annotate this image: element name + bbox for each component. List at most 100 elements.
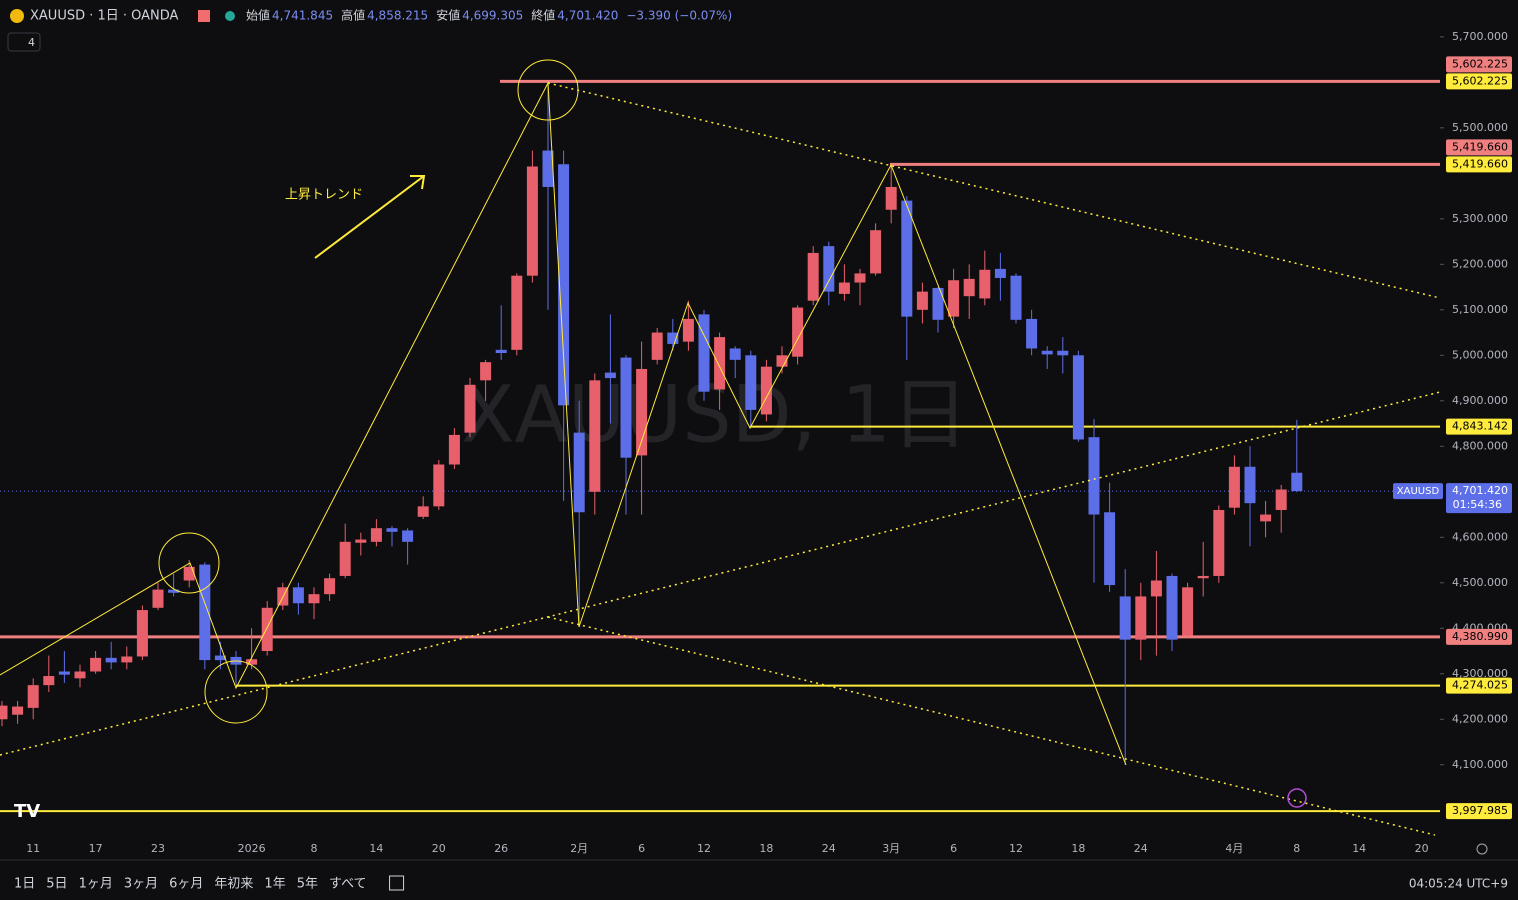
price-tag-label: 5,419.660 [1452,157,1508,170]
candle-body [870,230,882,274]
y-tick-label: 4,800.000 [1452,439,1508,452]
candle-body [433,464,445,507]
candle-body [261,607,273,652]
y-tick-label: 4,500.000 [1452,576,1508,589]
candle-body [1197,575,1209,579]
x-tick-label: 11 [26,842,40,855]
candle-body [776,355,788,367]
candle-body [760,366,772,415]
y-tick-label: 5,000.000 [1452,348,1508,361]
x-tick-label: 2026 [238,842,266,855]
candle-body [417,506,429,517]
candle-body [682,318,694,342]
y-tick-label: 5,200.000 [1452,257,1508,270]
ohlc-label: 始値 [246,8,270,23]
candle-body [916,291,928,310]
candle-body [1228,466,1240,508]
candle-body [480,362,492,381]
range-button[interactable]: 5日 [46,877,67,892]
header: XAUUSD · 1日 · OANDA 4 始値 4,741.845 高値 4,858… [7,8,732,52]
x-tick-label: 24 [822,842,836,855]
candle-body [308,594,320,604]
candle-body [12,706,24,715]
candle-body [1275,489,1287,510]
candle-body [402,530,414,542]
y-tick-label: 4,900.000 [1452,394,1508,407]
arrow-head [410,175,426,190]
candle-body [604,372,616,379]
range-button[interactable]: 1ヶ月 [79,877,113,892]
compare-icon[interactable] [389,875,405,891]
ohlc-value: 4,858.215 [367,9,428,23]
candle-body [526,166,538,276]
arrow [314,175,425,259]
candle-body [464,384,476,433]
candle-body [807,252,819,301]
x-tick-label: 3月 [882,842,900,855]
candle-body [74,671,86,679]
candle-body [620,357,632,458]
ohlc-value: 4,701.420 [557,9,618,23]
plot [0,79,1440,813]
range-button[interactable]: 1年 [264,877,285,892]
candle-body [136,610,148,657]
candle-body [0,705,8,720]
indicators-toggle[interactable] [7,32,41,52]
candle-body [292,587,304,604]
range-button[interactable]: すべて [329,877,367,892]
range-button[interactable]: 6ヶ月 [169,877,203,892]
circle [158,532,220,594]
range-button[interactable]: 年初来 [214,877,253,892]
range-button[interactable]: 5年 [297,877,318,892]
y-tick-label: 5,300.000 [1452,212,1508,225]
candle-body [901,200,913,317]
x-tick-label: 14 [1352,842,1366,855]
price-tag [1446,628,1512,645]
logo: TV [14,801,40,822]
candle-body [1166,575,1178,640]
price-tag-label: 4,274.025 [1452,679,1508,692]
ohlc-label: 終値 [531,8,555,23]
x-tick-label: 6 [950,842,957,855]
candle-body [58,671,70,675]
y-tick-label: 5,500.000 [1452,121,1508,134]
x-tick-label: 4月 [1225,842,1243,855]
candle-body [1041,350,1053,355]
candle-body [1213,509,1225,576]
candle-body [355,539,367,543]
range-button[interactable]: 3ヶ月 [124,877,158,892]
candle-body [714,337,726,390]
price-tag [1446,418,1512,435]
annotation: 上昇トレンド [285,188,363,203]
price-tag-label: 5,602.225 [1452,57,1508,70]
x-tick-label: 23 [151,842,165,855]
candle-body [246,659,258,665]
price-tag-label: 4,843.142 [1452,420,1508,433]
candle-body [183,566,195,581]
x-tick-label: 8 [1293,842,1300,855]
price-tag [1446,139,1512,156]
x-tick-label: 6 [638,842,645,855]
event-icon[interactable] [1287,788,1307,808]
ohlc-label: 安値 [436,8,460,23]
trend-line [547,616,1436,836]
range-button[interactable]: 1日 [14,877,35,892]
symbol: XAUUSD · 1日 · OANDA [30,9,179,24]
x-tick-label: 17 [89,842,103,855]
settings-icon[interactable] [1476,843,1488,855]
price-tag [1446,156,1512,173]
candle-body [495,349,507,354]
candle-body [558,164,570,406]
clock: 04:05:24 UTC+9 [1409,877,1508,891]
candle-body [105,657,117,663]
last-price-label: 4,701.420 [1452,484,1508,497]
indicators-count[interactable]: 4 [28,36,35,49]
candle-body [152,589,164,608]
last-price-symbol: XAUUSD [1397,486,1440,497]
candle-body [386,528,398,532]
candle-body [729,348,741,360]
y-tick-label: 5,100.000 [1452,303,1508,316]
candle-body [1057,350,1069,356]
candle-body [542,150,554,187]
candle-body [823,246,835,292]
